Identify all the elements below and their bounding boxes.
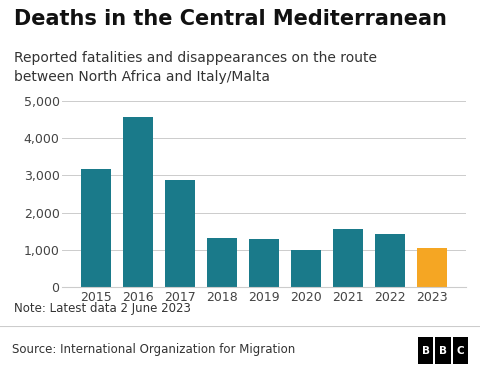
Text: C: C xyxy=(456,346,464,355)
Bar xyxy=(249,239,279,287)
Text: Deaths in the Central Mediterranean: Deaths in the Central Mediterranean xyxy=(14,9,447,29)
Bar xyxy=(81,170,111,287)
FancyBboxPatch shape xyxy=(418,337,433,364)
FancyBboxPatch shape xyxy=(435,337,451,364)
Text: B: B xyxy=(439,346,447,355)
Bar xyxy=(375,234,405,287)
Bar xyxy=(417,248,447,287)
Text: Note: Latest data 2 June 2023: Note: Latest data 2 June 2023 xyxy=(14,302,191,315)
Text: B: B xyxy=(422,346,430,355)
Bar xyxy=(333,229,363,287)
Text: Source: International Organization for Migration: Source: International Organization for M… xyxy=(12,343,295,356)
Bar xyxy=(207,238,237,287)
Bar xyxy=(123,117,153,287)
FancyBboxPatch shape xyxy=(453,337,468,364)
Bar xyxy=(165,180,195,287)
Bar xyxy=(291,250,321,287)
Text: Reported fatalities and disappearances on the route
between North Africa and Ita: Reported fatalities and disappearances o… xyxy=(14,51,377,84)
